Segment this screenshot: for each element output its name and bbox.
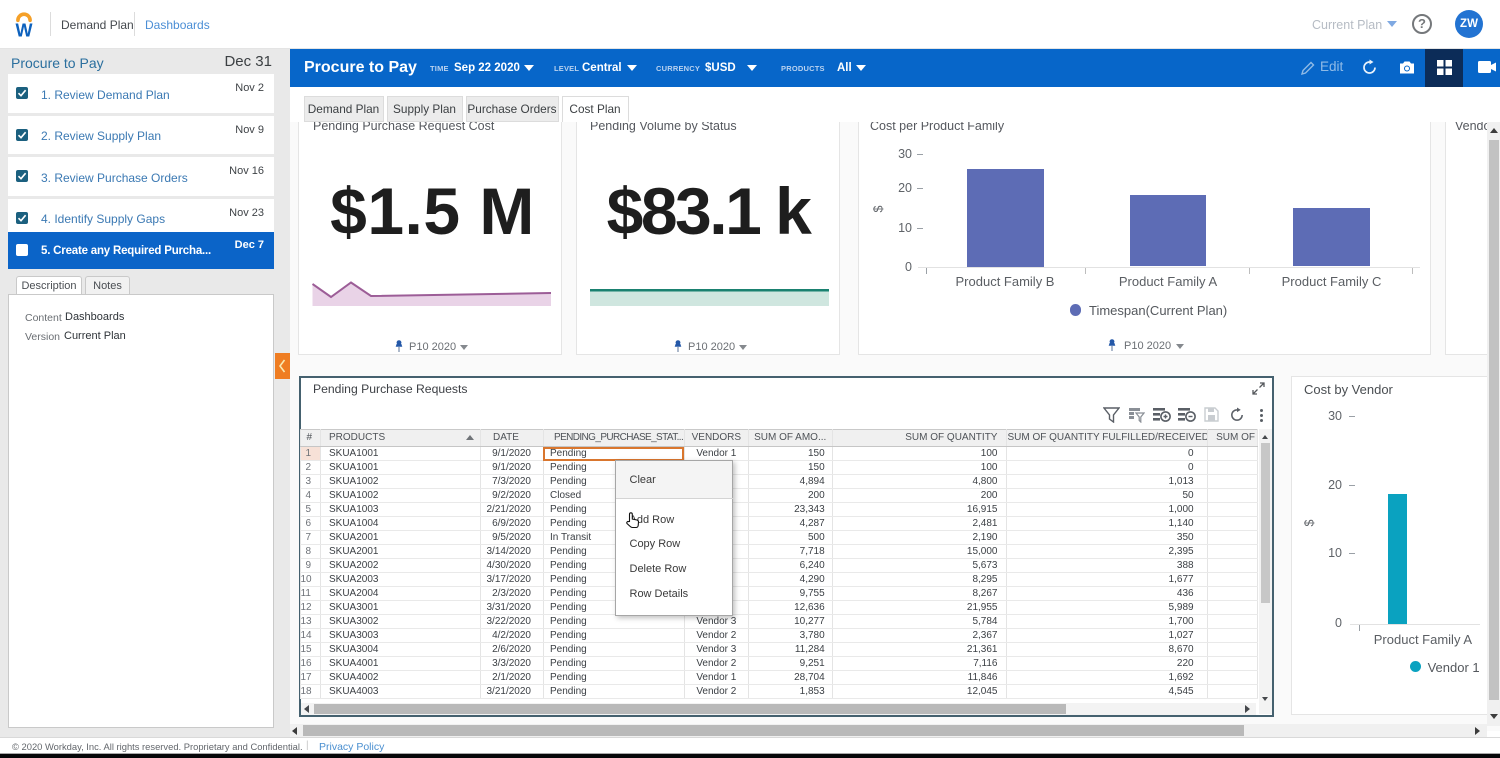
svg-text:W: W (16, 21, 33, 38)
